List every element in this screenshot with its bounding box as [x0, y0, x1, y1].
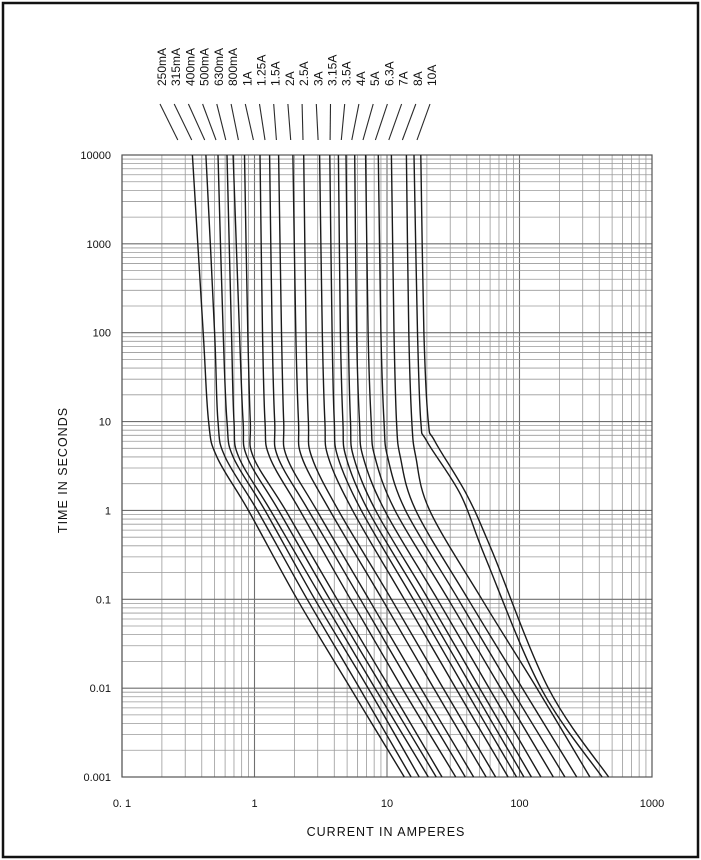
rating-leader-line [159, 103, 179, 141]
x-tick-label: 10 [381, 798, 393, 810]
rating-leader-line [287, 103, 292, 141]
y-axis-title: TIME IN SECONDS [56, 407, 70, 533]
y-tick-label: 0.01 [90, 683, 111, 695]
x-tick-label: 1000 [640, 798, 664, 810]
rating-leader-line [401, 103, 417, 141]
curve-3a [318, 154, 509, 778]
y-tick-label: 1000 [87, 239, 111, 251]
curve-1-25a [268, 154, 466, 778]
rating-leaders [159, 103, 431, 141]
rating-label-2-5a: 2.5A [297, 61, 311, 86]
rating-label-315ma: 315mA [169, 48, 183, 86]
curve-6-3a [364, 154, 554, 778]
y-tick-label: 10000 [80, 150, 111, 162]
rating-label-800ma: 800mA [226, 48, 240, 86]
rating-labels: 250mA 315mA 400mA 500mA 630mA 800mA 1A 1.25A 1.5… [155, 48, 439, 86]
rating-leader-line [173, 103, 193, 141]
rating-leader-line [216, 103, 227, 141]
y-tick-labels: 0.001 0.01 0.1 1 10 100 1000 10000 [80, 150, 111, 784]
x-axis-title: CURRENT IN AMPERES [307, 825, 466, 839]
rating-label-3-15a: 3.15A [326, 55, 340, 86]
curve-5a [354, 154, 542, 778]
rating-leader-line [273, 103, 277, 141]
curve-4a [345, 154, 533, 778]
x-tick-label: 100 [510, 798, 528, 810]
y-tick-label: 100 [93, 328, 111, 340]
rating-label-7a: 7A [397, 71, 411, 86]
curve-8a [390, 154, 578, 778]
rating-leader-line [187, 103, 206, 141]
rating-label-1-5a: 1.5A [269, 61, 283, 86]
rating-label-3-5a: 3.5A [340, 61, 354, 86]
plot-area-border [121, 154, 653, 778]
rating-leader-line [340, 103, 346, 141]
curve-unlabeled-20 [420, 154, 610, 778]
rating-leader-line [374, 103, 388, 141]
rating-label-500ma: 500mA [198, 48, 212, 86]
curve-2a [292, 154, 487, 778]
rating-label-3a: 3A [311, 71, 325, 86]
rating-label-630ma: 630mA [212, 48, 226, 86]
rating-leader-line [351, 103, 360, 141]
rating-leader-line [301, 103, 304, 141]
y-tick-label: 0.1 [96, 594, 111, 606]
curve-1a [259, 154, 457, 778]
curve-315ma [205, 154, 412, 778]
curve-630ma [232, 154, 437, 778]
rating-leader-line [202, 103, 217, 141]
curve-800ma [243, 154, 443, 778]
rating-leader-line [388, 103, 403, 141]
curve-250ma [191, 154, 405, 778]
curve-3-15a [329, 154, 518, 778]
rating-label-4a: 4A [354, 71, 368, 86]
curve-400ma [217, 154, 420, 778]
curve-10a [405, 154, 591, 778]
x-tick-label: 1 [251, 798, 257, 810]
rating-label-2a: 2A [283, 71, 297, 86]
curve-7a [377, 154, 566, 778]
rating-label-1-25a: 1.25A [255, 55, 269, 86]
curve-3-5a [337, 154, 525, 778]
y-tick-label: 0.001 [83, 772, 111, 784]
curve-unlabeled-21 [413, 154, 603, 778]
y-tick-label: 10 [99, 417, 111, 429]
curves [191, 154, 610, 778]
rating-label-250ma: 250mA [155, 48, 169, 86]
rating-leader-line [362, 103, 374, 141]
rating-label-6-3a: 6.3A [382, 61, 396, 86]
rating-label-400ma: 400mA [183, 48, 197, 86]
rating-leader-line [244, 103, 254, 141]
rating-leader-line [315, 103, 319, 141]
curve-1-5a [277, 154, 475, 778]
x-tick-labels: 0. 1 1 10 100 1000 [113, 798, 664, 810]
rating-label-5a: 5A [368, 71, 382, 86]
rating-leader-line [258, 103, 266, 141]
rating-label-1a: 1A [240, 71, 254, 86]
plot-border [121, 154, 653, 778]
y-tick-label: 1 [105, 505, 111, 517]
curve-500ma [226, 154, 429, 778]
rating-leader-line [416, 103, 431, 141]
curve-2-5a [303, 154, 497, 778]
rating-label-8a: 8A [411, 71, 425, 86]
rating-label-10a: 10A [425, 65, 439, 86]
x-tick-label: 0. 1 [113, 798, 131, 810]
rating-leader-line [230, 103, 239, 141]
